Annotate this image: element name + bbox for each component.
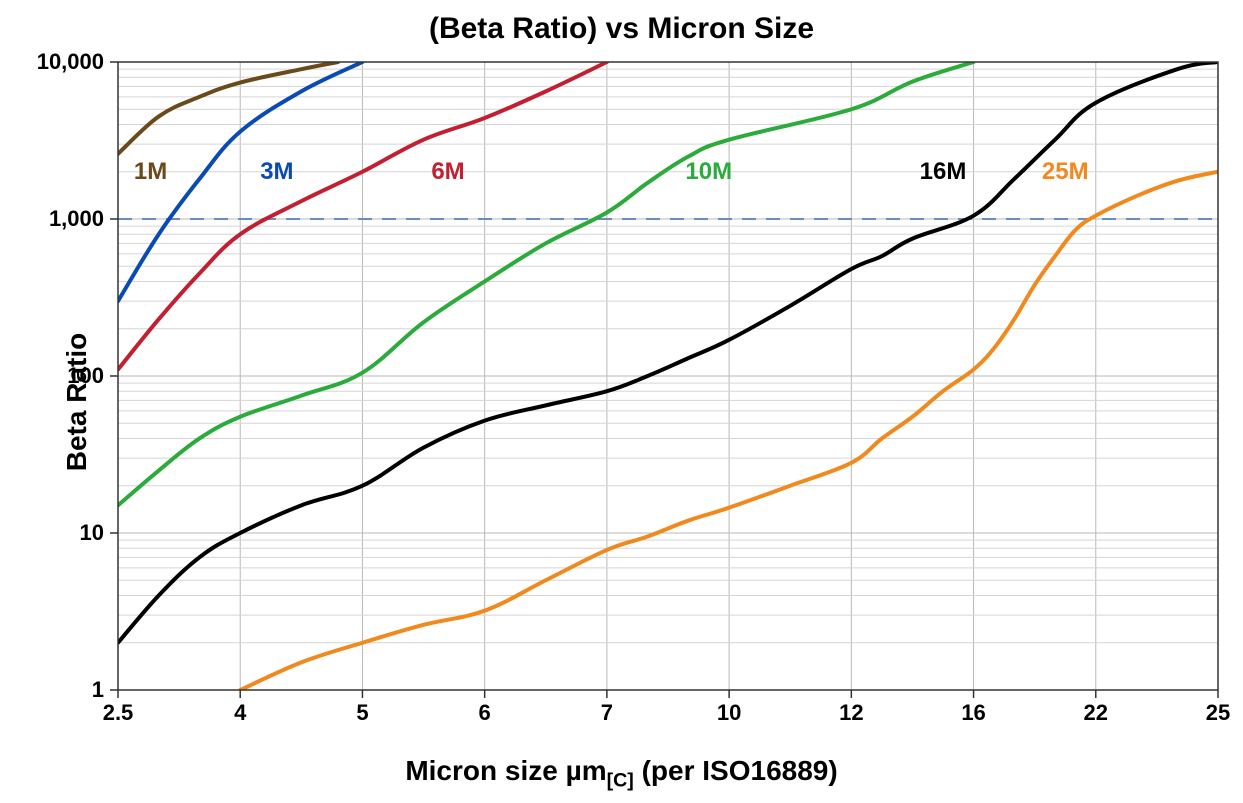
series-label-25M: 25M (1042, 158, 1089, 185)
x-tick-label: 2.5 (103, 700, 134, 725)
x-tick-label: 4 (234, 700, 247, 725)
x-tick-label: 22 (1084, 700, 1108, 725)
y-tick-label: 1 (92, 677, 104, 702)
y-tick-label: 10,000 (37, 49, 104, 74)
y-tick-label: 1,000 (49, 206, 104, 231)
series-label-10M: 10M (685, 158, 732, 185)
series-label-16M: 16M (920, 158, 967, 185)
x-tick-label: 16 (961, 700, 985, 725)
x-tick-label: 7 (601, 700, 613, 725)
chart-svg: 1M 3M 6M 10M 16M 25M 2.5 4 5 6 7 10 12 16 22 25 1 10 100 1,… (0, 0, 1243, 803)
x-tick-label: 25 (1206, 700, 1230, 725)
y-tick-label: 10 (80, 520, 104, 545)
chart-container: (Beta Ratio) vs Micron Size Beta Ratio M… (0, 0, 1243, 803)
x-tick-label: 10 (717, 700, 741, 725)
x-tick-label: 5 (356, 700, 368, 725)
series-label-3M: 3M (260, 158, 293, 185)
series-label-6M: 6M (431, 158, 464, 185)
y-tick-label: 100 (67, 363, 104, 388)
series-label-1M: 1M (134, 158, 167, 185)
x-tick-label: 12 (839, 700, 863, 725)
x-tick-label: 6 (479, 700, 491, 725)
